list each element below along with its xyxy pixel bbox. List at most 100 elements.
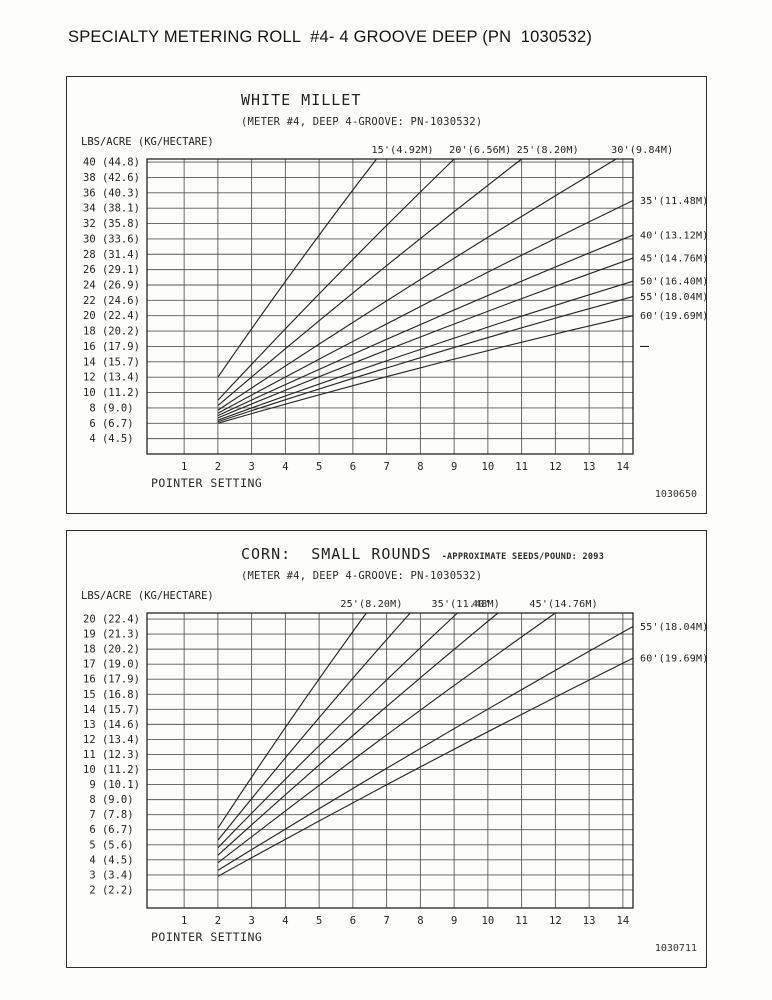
rate-line	[217, 158, 617, 411]
x-tick-label: 2	[215, 915, 221, 927]
rate-line	[217, 158, 522, 407]
x-tick-label: 9	[451, 915, 457, 927]
y-tick-label: 20 (22.4)	[83, 614, 140, 626]
x-tick-label: 6	[350, 461, 356, 473]
series-label: 50'(16.40M)	[640, 277, 708, 288]
chart-title: CORN: SMALL ROUNDS	[241, 545, 432, 563]
rate-line	[217, 234, 634, 417]
x-tick-label: 1	[181, 461, 187, 473]
y-tick-label: 17 (19.0)	[83, 659, 140, 671]
y-tick-label: 14 (15.7)	[83, 704, 140, 716]
y-tick-label: 18 (20.2)	[83, 326, 140, 338]
rate-line	[217, 158, 377, 378]
chart-title-note: -APPROXIMATE SEEDS/POUND: 2093	[441, 552, 605, 562]
x-tick-label: 13	[583, 461, 596, 473]
rate-line	[217, 315, 634, 424]
x-tick-label: 14	[617, 461, 630, 473]
x-tick-label: 1	[181, 915, 187, 927]
rate-line	[217, 612, 411, 841]
x-tick-label: 8	[417, 915, 423, 927]
y-tick-label: 10 (11.2)	[83, 764, 140, 776]
y-tick-label: 4 (4.5)	[83, 433, 134, 445]
y-tick-label: 13 (14.6)	[83, 719, 140, 731]
plot-frame	[146, 158, 634, 455]
rate-line	[217, 612, 556, 864]
series-label: 45'(14.76M)	[529, 599, 597, 610]
x-tick-label: 3	[248, 461, 254, 473]
rate-line	[217, 295, 634, 423]
page-title: SPECIALTY METERING ROLL #4- 4 GROOVE DEE…	[68, 28, 593, 46]
rate-line	[217, 280, 634, 421]
x-tick-label: 4	[282, 915, 288, 927]
y-tick-label: 12 (13.4)	[83, 372, 140, 384]
y-tick-label: 34 (38.1)	[83, 203, 140, 215]
y-tick-label: 15 (16.8)	[83, 689, 140, 701]
y-tick-label: 12 (13.4)	[83, 734, 140, 746]
rate-line	[217, 657, 634, 877]
y-tick-label: 40 (44.8)	[83, 157, 140, 169]
y-tick-label: 8 (9.0)	[83, 402, 134, 414]
y-tick-label: 6 (6.7)	[83, 418, 134, 430]
x-tick-label: 12	[549, 915, 562, 927]
y-tick-label: 20 (22.4)	[83, 310, 140, 322]
rate-line	[217, 612, 458, 849]
y-tick-label: 4 (4.5)	[83, 854, 134, 866]
y-axis-unit-label: LBS/ACRE (KG/HECTARE)	[81, 136, 214, 148]
series-label: 15'(4.92M)	[372, 145, 434, 156]
chart-head: CORN: SMALL ROUNDS -APPROXIMATE SEEDS/PO…	[241, 545, 604, 582]
y-tick-label: 14 (15.7)	[83, 356, 140, 368]
rate-line	[217, 612, 499, 856]
x-tick-label: 10	[482, 915, 495, 927]
series-label: 35'(11.48M)	[432, 599, 500, 610]
plot-frame	[146, 612, 634, 909]
series-label: 20'(6.56M)	[449, 145, 511, 156]
y-tick-label: 10 (11.2)	[83, 387, 140, 399]
x-tick-label: 4	[282, 461, 288, 473]
chart-head: WHITE MILLET (METER #4, DEEP 4-GROOVE: P…	[241, 91, 482, 128]
x-tick-label: 12	[549, 461, 562, 473]
series-label: 25'(8.20M)	[517, 145, 579, 156]
y-tick-label: 28 (31.4)	[83, 249, 140, 261]
series-label: 30'(9.84M)	[611, 145, 673, 156]
x-axis-label: POINTER SETTING	[151, 930, 263, 944]
y-axis-unit-label: LBS/ACRE (KG/HECTARE)	[81, 590, 214, 602]
y-tick-label: 38 (42.6)	[83, 172, 140, 184]
y-tick-label: 16 (17.9)	[83, 674, 140, 686]
chart-panel-corn-small-rounds: CORN: SMALL ROUNDS -APPROXIMATE SEEDS/PO…	[66, 530, 708, 968]
chart-subtitle: (METER #4, DEEP 4-GROOVE: PN-1030532)	[241, 570, 483, 582]
series-label: 25'(8.20M)	[340, 599, 402, 610]
y-tick-label: 6 (6.7)	[83, 824, 134, 836]
series-label: 60'(19.69M)	[640, 654, 708, 665]
x-tick-label: 2	[215, 461, 221, 473]
x-tick-label: 7	[383, 461, 389, 473]
y-tick-label: 2 (2.2)	[83, 884, 134, 896]
form-number: 1030711	[654, 943, 697, 954]
series-label: 40'(13.12M)	[640, 231, 708, 242]
y-tick-label: 19 (21.3)	[83, 629, 140, 641]
y-tick-label: 30 (33.6)	[83, 233, 140, 245]
y-tick-label: 24 (26.9)	[83, 279, 140, 291]
y-tick-label: 5 (5.6)	[83, 839, 134, 851]
series-label: 40'	[472, 599, 491, 610]
x-tick-label: 13	[583, 915, 596, 927]
chart-title: WHITE MILLET	[241, 91, 362, 109]
series-label: 45'(14.76M)	[640, 254, 708, 265]
plot-area: 20 (22.4)19 (21.3)18 (20.2)17 (19.0)16 (…	[83, 599, 708, 927]
x-tick-label: 3	[248, 915, 254, 927]
x-tick-label: 9	[451, 461, 457, 473]
form-number: 1030650	[654, 489, 697, 500]
series-label: 55'(18.04M)	[640, 622, 708, 633]
series-label: 55'(18.04M)	[640, 292, 708, 303]
y-tick-label: 16 (17.9)	[83, 341, 140, 353]
x-axis-label: POINTER SETTING	[151, 476, 263, 490]
chart-subtitle: (METER #4, DEEP 4-GROOVE: PN-1030532)	[241, 116, 483, 128]
y-tick-label: 26 (29.1)	[83, 264, 140, 276]
y-tick-label: 36 (40.3)	[83, 187, 140, 199]
x-tick-label: 11	[515, 915, 528, 927]
y-tick-label: 32 (35.8)	[83, 218, 140, 230]
x-tick-label: 8	[417, 461, 423, 473]
x-tick-label: 7	[383, 915, 389, 927]
y-tick-label: 3 (3.4)	[83, 869, 134, 881]
plot-area: 40 (44.8) 38 (42.6) 36 (40.3) 34 (38.1) 32 (…	[83, 145, 708, 473]
series-label: 35'(11.48M)	[640, 196, 708, 207]
